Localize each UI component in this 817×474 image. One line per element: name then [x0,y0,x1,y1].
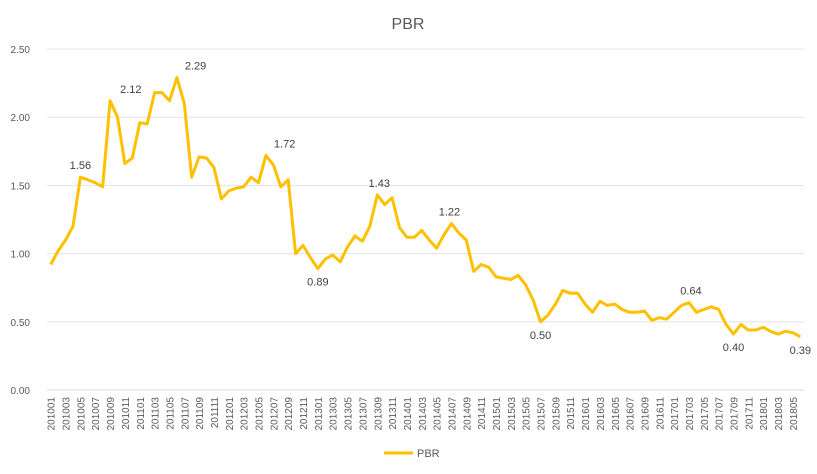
data-label: 1.72 [274,138,295,150]
x-tick-label: 201207 [269,397,280,431]
x-tick-label: 201309 [373,397,384,431]
x-tick-label: 201003 [62,397,73,431]
legend: PBR [384,448,440,460]
x-tick-label: 201705 [700,397,711,431]
x-tick-label: 201107 [180,397,191,430]
x-tick-label: 201401 [403,397,414,431]
x-tick-label: 201203 [240,397,251,431]
data-label: 1.56 [70,160,91,172]
x-tick-label: 201001 [47,397,58,431]
x-tick-label: 201005 [76,397,87,431]
data-label: 0.39 [790,345,811,357]
y-tick-label: 1.00 [11,250,31,261]
x-tick-label: 201105 [165,397,176,430]
data-label: 0.64 [680,286,701,298]
chart-title: PBR [392,16,425,33]
x-tick-label: 201405 [433,397,444,431]
x-tick-label: 201009 [106,397,117,431]
y-axis-tick-labels: 0.00 0.50 1.00 1.50 2.00 2.50 [11,45,31,397]
x-tick-label: 201007 [91,397,102,431]
x-tick-label: 201703 [685,397,696,431]
x-tick-label: 201109 [195,397,206,430]
data-label: 2.29 [185,61,206,73]
x-tick-label: 201305 [344,397,355,431]
x-tick-label: 201111 [210,397,221,429]
x-axis-tick-labels: 201001 201003 201005 201007 201009 201011 2011… [47,397,800,431]
series-line-pbr [49,76,802,339]
x-tick-label: 201611 [655,397,666,430]
x-tick-label: 201711 [744,397,755,430]
x-tick-label: 201707 [715,397,726,431]
data-label: 0.50 [530,330,551,342]
y-tick-label: 2.50 [11,45,31,56]
data-label: 0.40 [723,342,744,354]
x-tick-label: 201403 [418,397,429,431]
x-tick-label: 201501 [492,397,503,431]
x-tick-label: 201205 [255,397,266,431]
y-tick-label: 0.00 [11,386,31,397]
x-tick-label: 201201 [225,397,236,431]
x-tick-label: 201409 [462,397,473,431]
series-pbr [49,76,802,339]
x-tick-label: 201603 [596,397,607,431]
legend-label-pbr: PBR [417,448,440,460]
x-tick-label: 201411 [477,397,488,430]
y-tick-label: 1.50 [11,181,31,192]
data-label: 1.43 [369,178,390,190]
x-tick-label: 201303 [329,397,340,431]
y-tick-label: 0.50 [11,318,31,329]
x-tick-label: 201503 [507,397,518,431]
x-tick-label: 201801 [759,397,770,431]
x-tick-label: 201609 [640,397,651,431]
x-tick-label: 201511 [566,397,577,430]
data-label: 1.22 [439,207,460,219]
x-tick-label: 201709 [729,397,740,431]
x-tick-label: 201803 [774,397,785,431]
x-tick-label: 201805 [789,397,800,431]
x-tick-label: 201301 [314,397,325,431]
data-labels: 1.56 2.12 2.29 1.72 0.89 1.43 1.22 0.50 0.64 0.40… [70,61,811,357]
x-tick-label: 201311 [388,397,399,430]
data-label: 0.89 [307,277,328,289]
x-tick-label: 201701 [670,397,681,431]
x-tick-label: 201211 [299,397,310,430]
x-tick-label: 201103 [151,397,162,430]
data-label: 2.12 [120,84,141,96]
x-tick-label: 201505 [522,397,533,431]
x-tick-label: 201209 [284,397,295,431]
x-tick-label: 201307 [358,397,369,431]
gridlines [47,48,804,391]
x-tick-label: 201509 [551,397,562,431]
x-tick-label: 201605 [611,397,622,431]
x-tick-label: 201601 [581,397,592,431]
x-tick-label: 201101 [136,397,147,430]
y-tick-label: 2.00 [11,113,31,124]
x-tick-label: 201607 [626,397,637,431]
x-tick-label: 201407 [447,397,458,431]
x-tick-label: 201011 [121,397,132,430]
x-tick-label: 201507 [537,397,548,431]
